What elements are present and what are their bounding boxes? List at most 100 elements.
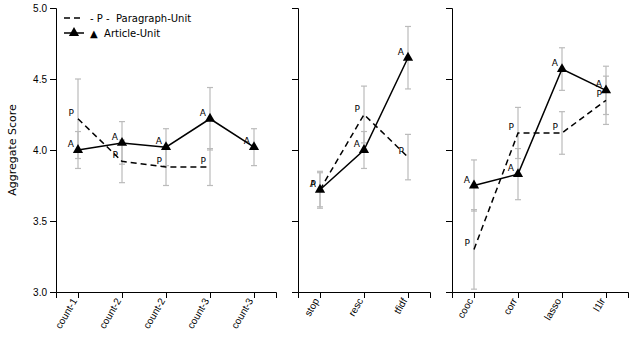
y-tick-label: 4.5 <box>33 74 47 85</box>
y-tick-mark <box>50 8 56 9</box>
x-tick-mark <box>166 292 167 298</box>
series-marker <box>249 141 259 150</box>
y-axis-line <box>50 9 57 293</box>
y-tick <box>292 150 298 151</box>
error-bar-cap <box>559 47 565 48</box>
point-annotation: A <box>200 108 207 118</box>
plot-area <box>73 79 259 186</box>
y-tick-mark <box>292 79 298 80</box>
point-annotation: A <box>508 163 515 173</box>
series-marker <box>403 52 413 61</box>
x-tick-mark <box>78 292 79 298</box>
legend-item: ▲ Article-Unit <box>64 27 160 38</box>
y-tick <box>446 292 452 293</box>
error-bar-cap <box>75 168 81 169</box>
x-axis-line <box>57 293 277 299</box>
error-bar-cap <box>515 148 521 149</box>
error-bar-cap <box>317 206 323 207</box>
y-tick-label: 3.5 <box>33 216 47 227</box>
series-marker <box>161 141 171 150</box>
y-tick: 4.0 <box>33 145 56 156</box>
y-tick-mark <box>292 221 298 222</box>
point-annotation: P <box>553 122 559 132</box>
x-tick-mark <box>474 292 475 298</box>
error-bar-cap <box>559 90 565 91</box>
x-tick-mark <box>122 292 123 298</box>
error-bar-cap <box>361 85 367 86</box>
legend-swatch <box>64 17 84 19</box>
x-tick: count-3 <box>185 292 211 331</box>
y-axis-title: Aggregate Score <box>6 104 19 196</box>
point-annotation: A <box>112 132 119 142</box>
y-axis <box>292 9 299 293</box>
y-tick-mark <box>446 150 452 151</box>
error-bar-stem <box>209 149 210 186</box>
error-bar-cap <box>119 182 125 183</box>
error-bar <box>405 134 411 179</box>
error-bar-cap <box>559 111 565 112</box>
y-tick-label: 4.0 <box>33 145 47 156</box>
x-tick: count-1 <box>53 292 79 331</box>
series-line <box>320 58 408 190</box>
x-tick-label: cooc <box>455 296 475 320</box>
x-tick: count-2 <box>141 292 167 331</box>
error-bar-cap <box>119 121 125 122</box>
y-tick <box>292 79 298 80</box>
x-tick: lasso <box>542 292 563 322</box>
y-tick-mark <box>292 292 298 293</box>
y-tick <box>292 221 298 222</box>
error-bar-cap <box>361 168 367 169</box>
error-bar-cap <box>515 199 521 200</box>
x-tick: count-3 <box>229 292 255 331</box>
error-bar <box>207 149 213 186</box>
point-annotation: A <box>354 139 361 149</box>
y-axis-line <box>446 9 453 293</box>
x-tick-label: count-3 <box>185 296 211 331</box>
x-tick-mark <box>320 292 321 298</box>
x-tick: stop <box>302 292 321 318</box>
series-marker <box>601 84 611 93</box>
x-axis: count-1count-2count-2count-3count-3 <box>53 292 276 331</box>
y-tick-label: 3.0 <box>33 287 47 298</box>
point-annotation: P <box>157 156 163 166</box>
y-tick-mark <box>446 292 452 293</box>
point-annotation: P <box>69 108 75 118</box>
error-bar-cap <box>163 185 169 186</box>
y-tick <box>292 292 298 293</box>
error-bar-cap <box>361 131 367 132</box>
error-bar-cap <box>251 128 257 129</box>
x-tick: resc <box>346 292 365 318</box>
x-axis: stop resc tfidf <box>299 292 431 318</box>
x-tick-mark <box>606 292 607 298</box>
error-bar-cap <box>405 88 411 89</box>
point-annotation: P <box>509 122 515 132</box>
error-bar-cap <box>317 172 323 173</box>
series-line <box>78 119 254 150</box>
point-annotation: P <box>597 89 603 99</box>
plot-area <box>469 48 611 289</box>
x-tick-label: tfidf <box>392 296 410 316</box>
error-bar-cap <box>207 87 213 88</box>
chart: 3.03.54.04.55.0count-1count-2count-2coun… <box>0 0 640 354</box>
x-tick: l1lr <box>591 292 608 313</box>
error-bar-cap <box>75 131 81 132</box>
legend-marker <box>69 27 79 36</box>
y-tick <box>292 8 298 9</box>
y-tick: 3.0 <box>33 287 56 298</box>
y-tick <box>446 79 452 80</box>
y-tick <box>446 221 452 222</box>
series-line <box>474 69 606 185</box>
y-tick: 4.5 <box>33 74 56 85</box>
point-annotation: A <box>596 79 603 89</box>
point-annotation: P <box>465 238 471 248</box>
series-marker <box>469 180 479 189</box>
series-marker <box>205 113 215 122</box>
x-tick-label: l1lr <box>591 296 608 314</box>
x-tick-mark <box>364 292 365 298</box>
error-bar-cap <box>603 66 609 67</box>
error-bar-cap <box>603 124 609 125</box>
x-axis-line <box>453 293 629 299</box>
error-bar-cap <box>559 154 565 155</box>
series-marker <box>315 184 325 193</box>
y-axis-line <box>292 9 299 293</box>
